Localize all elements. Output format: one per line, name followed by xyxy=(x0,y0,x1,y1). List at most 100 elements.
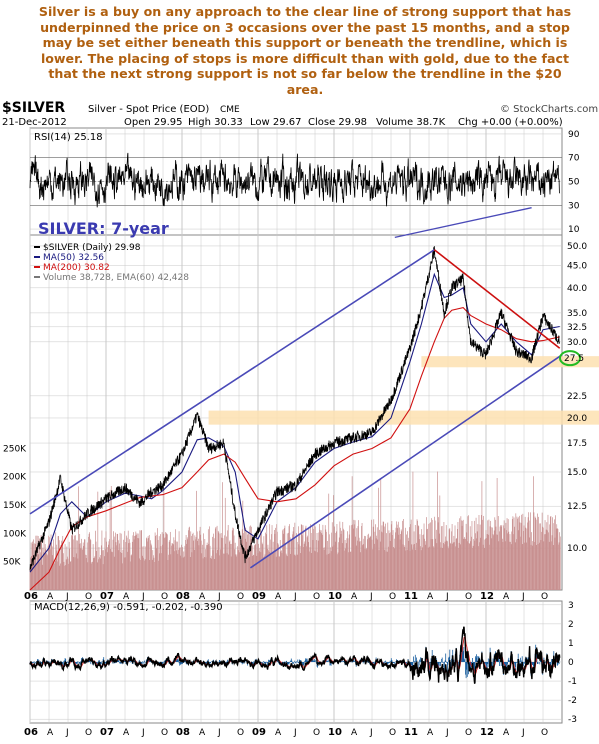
x-tick-label: 09 xyxy=(252,727,266,738)
rsi-legend: RSI(14) 25.18 xyxy=(34,132,103,143)
price-y-tick: 22.5 xyxy=(567,392,587,402)
price-y-tick: 20.0 xyxy=(567,414,587,424)
x-tick-label: A xyxy=(427,728,434,738)
x-tick-label: O xyxy=(237,728,244,738)
x-tick-label: J xyxy=(141,728,145,738)
volume-y-tick: 50K xyxy=(3,558,21,568)
price-y-tick: 32.5 xyxy=(567,323,587,333)
x-tick-label: O xyxy=(85,728,92,738)
x-tick-label: J xyxy=(217,592,221,602)
x-tick-label: 07 xyxy=(100,727,114,738)
stock-chart: $SILVER Silver - Spot Price (EOD) CME © … xyxy=(2,100,599,738)
x-tick-label: 12 xyxy=(480,727,494,738)
legend-entry: $SILVER (Daily) 29.98 xyxy=(43,243,141,253)
legend-entry: MA(200) 30.82 xyxy=(43,263,110,273)
x-tick-label: J xyxy=(217,728,221,738)
chart-copyright: © StockCharts.com xyxy=(500,104,598,115)
legend-entry: Volume 38,728, EMA(60) 42,428 xyxy=(43,273,189,283)
trendlines: 27.5 xyxy=(29,206,584,569)
x-tick-label: 11 xyxy=(404,591,418,602)
rsi-series xyxy=(29,152,561,208)
volume-bars xyxy=(29,471,561,590)
x-tick-label: 07 xyxy=(100,591,114,602)
macd-y-tick: 0 xyxy=(568,658,574,668)
price-y-tick: 12.5 xyxy=(567,502,587,512)
x-tick-label: J xyxy=(521,728,525,738)
macd-y-tick: 3 xyxy=(568,601,574,611)
price-title: SILVER: 7-year xyxy=(38,219,169,238)
x-tick-label: A xyxy=(47,592,54,602)
x-tick-label: A xyxy=(351,728,358,738)
axis-labels: 06 06 A A J J O O 07 07 A A J J O O 08 08 A A J J O O 09 09 A A J J O O… xyxy=(3,130,587,738)
ohlc-open: Open 29.95 xyxy=(124,117,183,128)
x-tick-label: O xyxy=(541,728,548,738)
x-tick-label: 08 xyxy=(176,591,190,602)
annotation-text: Silver is a buy on any approach to the c… xyxy=(38,4,572,97)
price-y-tick: 50.0 xyxy=(567,242,587,252)
rsi-trendline xyxy=(394,206,532,239)
price-y-tick: 17.5 xyxy=(567,439,587,449)
macd-y-tick: -1 xyxy=(568,677,577,687)
x-tick-label: O xyxy=(161,728,168,738)
price-y-tick: 15.0 xyxy=(567,468,587,478)
price-line xyxy=(29,246,561,571)
x-tick-label: J xyxy=(521,592,525,602)
rsi-y-tick: 90 xyxy=(568,130,580,140)
ohlc-low: Low 29.67 xyxy=(250,117,302,128)
rsi-y-tick: 50 xyxy=(568,178,580,188)
chart-date: 21-Dec-2012 xyxy=(2,117,67,128)
x-tick-label: A xyxy=(503,728,510,738)
x-tick-label: O xyxy=(313,592,320,602)
x-tick-label: 09 xyxy=(252,591,266,602)
x-tick-label: A xyxy=(275,592,282,602)
x-tick-label: 06 xyxy=(24,591,38,602)
price-lines xyxy=(29,246,561,591)
x-tick-label: O xyxy=(237,592,244,602)
x-tick-label: J xyxy=(369,728,373,738)
rsi-y-tick: 10 xyxy=(568,225,580,235)
macd-y-tick: 2 xyxy=(568,620,574,630)
support-band xyxy=(421,356,599,368)
blue-trendline xyxy=(29,249,435,515)
volume-y-tick: 200K xyxy=(3,473,27,483)
x-tick-label: O xyxy=(389,728,396,738)
x-tick-label: O xyxy=(85,592,92,602)
red-downtrend-line xyxy=(433,249,561,349)
ohlc-close: Close 29.98 xyxy=(308,117,367,128)
rsi-y-tick: 70 xyxy=(568,154,580,164)
x-tick-label: O xyxy=(465,592,472,602)
x-tick-label: A xyxy=(427,592,434,602)
x-tick-label: A xyxy=(351,592,358,602)
macd-legend: MACD(12,26,9) -0.591, -0.202, -0.390 xyxy=(34,602,223,613)
macd-series xyxy=(29,626,561,685)
x-tick-label: A xyxy=(123,592,130,602)
x-tick-label: O xyxy=(389,592,396,602)
macd-y-tick: -3 xyxy=(568,715,577,725)
x-tick-label: A xyxy=(47,728,54,738)
x-tick-label: O xyxy=(161,592,168,602)
x-tick-label: J xyxy=(445,592,449,602)
x-tick-label: J xyxy=(141,592,145,602)
x-tick-label: J xyxy=(445,728,449,738)
macd-y-tick: 1 xyxy=(568,639,574,649)
legend-entry: MA(50) 32.56 xyxy=(43,253,104,263)
circle-label: 27.5 xyxy=(564,354,584,364)
ohlc-change: Chg +0.00 (+0.00%) xyxy=(458,117,563,128)
x-tick-label: O xyxy=(313,728,320,738)
x-tick-label: 08 xyxy=(176,727,190,738)
x-tick-label: J xyxy=(293,592,297,602)
price-y-tick: 10.0 xyxy=(567,544,587,554)
chart-exchange: CME xyxy=(220,105,240,115)
ohlc-volume: Volume 38.7K xyxy=(376,117,446,128)
x-tick-label: 06 xyxy=(24,727,38,738)
rsi-line xyxy=(29,152,561,208)
macd-line xyxy=(29,626,561,685)
x-tick-label: O xyxy=(465,728,472,738)
support-circle xyxy=(559,350,581,367)
x-tick-label: O xyxy=(541,592,548,602)
blue-trendline xyxy=(249,354,563,569)
x-tick-label: 12 xyxy=(480,591,494,602)
x-tick-label: A xyxy=(503,592,510,602)
macd-y-tick: -2 xyxy=(568,696,577,706)
